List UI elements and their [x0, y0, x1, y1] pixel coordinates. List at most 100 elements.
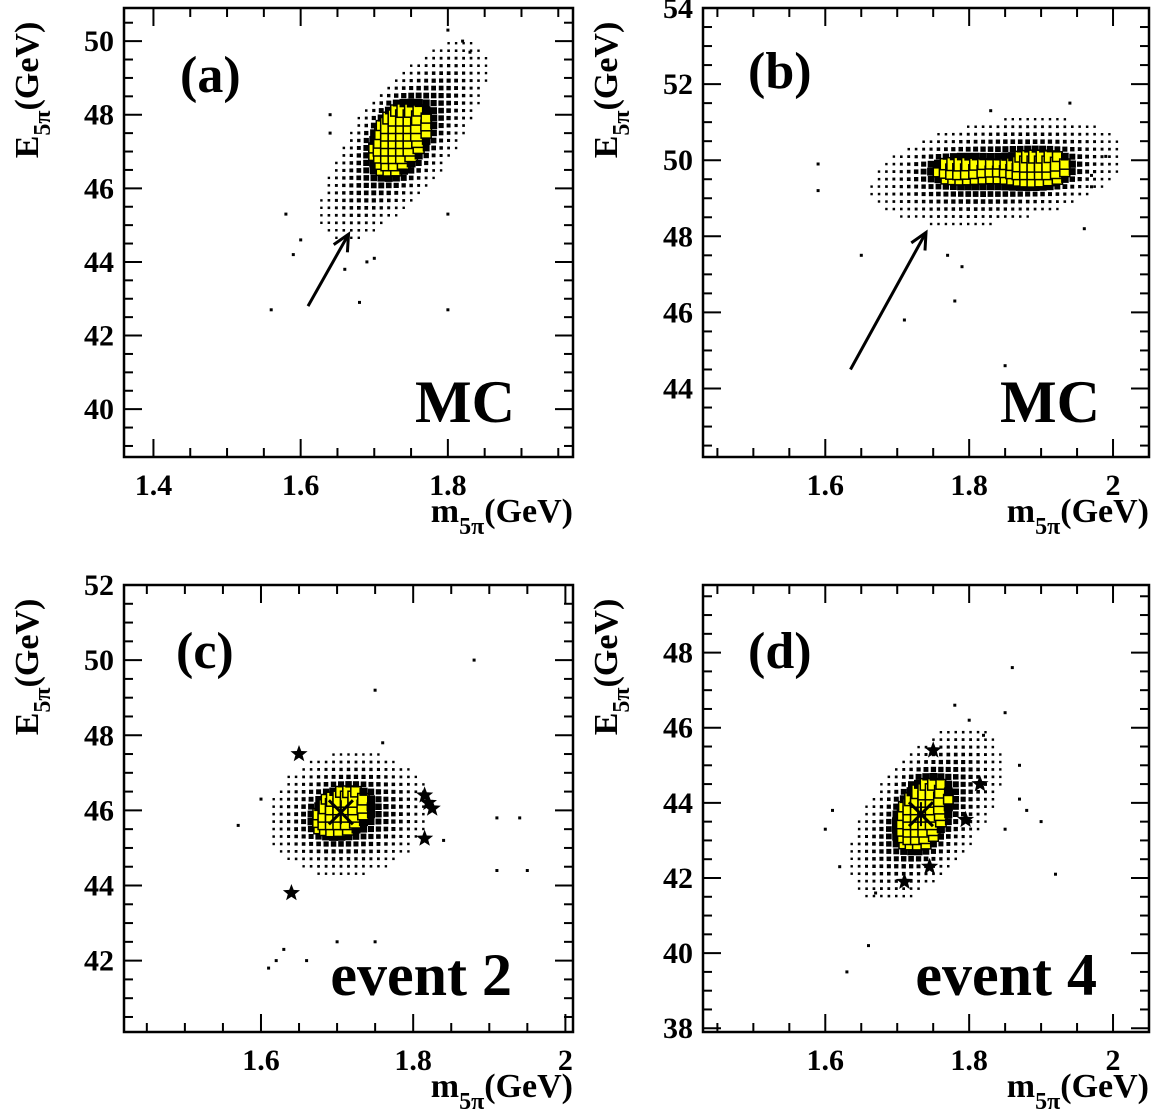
- histogram-bin: [407, 850, 410, 853]
- histogram-bin: [279, 850, 283, 853]
- histogram-bin: [414, 805, 418, 809]
- histogram-bin: [1078, 125, 1081, 128]
- histogram-bin: [1100, 133, 1104, 136]
- scatter-point: [274, 959, 278, 963]
- histogram-bin: [1092, 155, 1097, 159]
- histogram-bin: [984, 797, 987, 801]
- histogram-bin: [944, 222, 948, 226]
- histogram-bin: [872, 879, 876, 883]
- histogram-bin: [393, 182, 399, 188]
- histogram-bin: [309, 789, 314, 794]
- histogram-bin: [954, 842, 958, 846]
- histogram-bin: [454, 93, 459, 98]
- histogram-bin: [916, 872, 921, 876]
- histogram-bin: [353, 841, 359, 847]
- histogram-bin: [406, 812, 410, 816]
- histogram-bin: [399, 850, 403, 853]
- histogram-bin: [991, 760, 995, 764]
- histogram-bin: [916, 864, 921, 869]
- histogram-bin: [447, 64, 451, 68]
- histogram-bin: [991, 798, 995, 801]
- histogram-bin: [932, 738, 935, 741]
- histogram-bin: [349, 183, 354, 188]
- histogram-bin: [892, 185, 896, 188]
- histogram-bin: [1100, 155, 1104, 159]
- histogram-bin: [885, 207, 888, 211]
- histogram-bin: [1003, 199, 1008, 204]
- histogram-bin: [439, 56, 443, 60]
- histogram-bin: [944, 215, 948, 218]
- histogram-bin: [477, 86, 480, 90]
- histogram-bin: [302, 768, 305, 771]
- histogram-bin: [930, 766, 937, 773]
- histogram-bin: [1100, 140, 1104, 143]
- histogram-bin: [974, 132, 978, 136]
- histogram-bin: [865, 835, 868, 838]
- histogram-bin: [1071, 200, 1074, 203]
- histogram-bin: [423, 92, 430, 99]
- histogram-bin: [469, 42, 473, 45]
- histogram-bin: [379, 206, 383, 210]
- histogram-bin: [447, 138, 451, 142]
- histogram-bin: [367, 826, 374, 833]
- histogram-bin: [999, 783, 1002, 786]
- histogram-bin: [1062, 184, 1068, 189]
- histogram-bin: [922, 140, 925, 143]
- histogram-bin: [349, 221, 353, 225]
- histogram-bin: [938, 766, 944, 773]
- histogram-bin: [431, 145, 436, 151]
- histogram-bin: [1017, 139, 1023, 144]
- histogram-bin: [294, 827, 298, 831]
- histogram-bin: [1078, 185, 1082, 189]
- histogram-bin: [973, 139, 978, 144]
- histogram-bin: [1070, 139, 1074, 144]
- histogram-bin: [994, 182, 1002, 191]
- histogram-bin: [979, 182, 987, 191]
- scatter-point: [845, 970, 849, 974]
- histogram-bin: [1032, 139, 1038, 144]
- histogram-bin: [330, 781, 337, 787]
- scatter-point: [1003, 711, 1007, 715]
- histogram-bin: [914, 192, 918, 196]
- histogram-bin: [414, 812, 418, 816]
- histogram-bin: [931, 752, 936, 757]
- histogram-bin: [323, 841, 329, 847]
- histogram-bin: [935, 154, 942, 160]
- histogram-bin: [369, 767, 373, 772]
- histogram-bin: [944, 140, 948, 144]
- histogram-bin: [886, 856, 892, 862]
- histogram-bin: [1093, 147, 1097, 151]
- histogram-bin: [1077, 147, 1082, 151]
- scatter-point: [373, 688, 377, 692]
- histogram-bin: [857, 835, 861, 838]
- histogram-bin: [1048, 200, 1052, 204]
- histogram-bin: [1009, 146, 1016, 153]
- histogram-bin: [885, 192, 888, 196]
- histogram-bin: [367, 818, 375, 826]
- histogram-bin: [907, 847, 916, 856]
- histogram-bin: [909, 887, 913, 890]
- histogram-bin: [391, 782, 396, 787]
- histogram-bin: [942, 183, 949, 190]
- scatter-point: [989, 109, 993, 113]
- histogram-bin: [399, 842, 403, 846]
- histogram-bin: [857, 842, 861, 846]
- histogram-bin: [317, 760, 320, 764]
- histogram-bin: [996, 215, 1000, 218]
- histogram-bin: [335, 161, 338, 165]
- histogram-bin: [1033, 125, 1037, 129]
- histogram-bin: [408, 175, 414, 181]
- histogram-bin: [423, 85, 429, 91]
- histogram-bin: [363, 167, 370, 174]
- histogram-bin: [946, 849, 950, 853]
- histogram-bin: [901, 856, 907, 862]
- histogram-bin: [347, 760, 350, 764]
- histogram-bin: [391, 797, 396, 802]
- histogram-bin: [399, 768, 403, 771]
- histogram-bin: [850, 850, 853, 853]
- histogram-bin: [376, 849, 381, 853]
- histogram-bin: [921, 154, 926, 159]
- x-axis-title: m5π(GeV): [431, 493, 573, 540]
- histogram-bin: [921, 184, 926, 189]
- histogram-bin: [939, 745, 943, 749]
